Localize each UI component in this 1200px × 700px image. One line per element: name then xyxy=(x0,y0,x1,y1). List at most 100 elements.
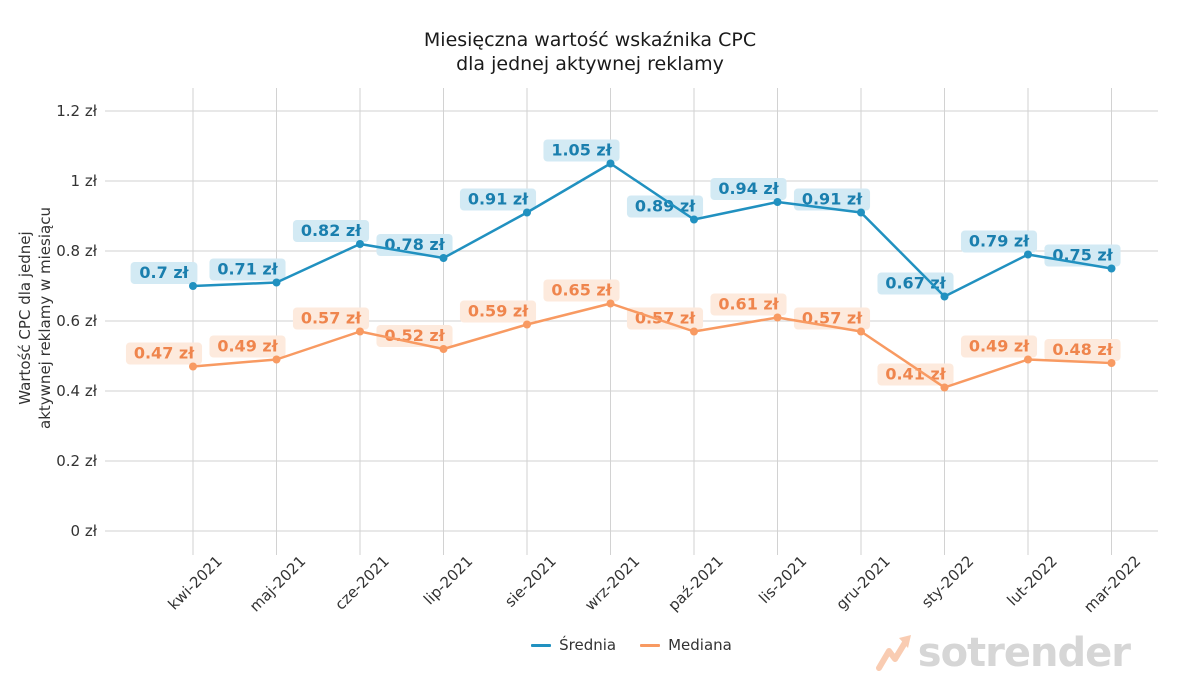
data-label-bg xyxy=(960,335,1038,358)
data-point-marker xyxy=(1024,355,1032,364)
srednia-line xyxy=(192,162,1112,298)
data-label-text: 0.94 zł xyxy=(718,179,779,198)
data-label-text: 0.49 zł xyxy=(969,337,1030,356)
data-label: 0.67 zł xyxy=(877,272,954,295)
data-label-bg xyxy=(877,272,954,295)
legend-item-mediana[interactable]: Mediana xyxy=(640,636,732,654)
data-label-bg xyxy=(710,293,787,316)
x-tick-label: sie-2021 xyxy=(501,552,560,611)
data-label-bg xyxy=(459,300,537,323)
data-label-bg xyxy=(543,139,620,162)
data-label: 0.48 zł xyxy=(1044,339,1121,361)
data-label-text: 0.65 zł xyxy=(551,281,612,300)
data-label-text: 0.59 zł xyxy=(468,302,529,321)
data-point-marker xyxy=(857,327,865,336)
x-tick-label: wrz-2021 xyxy=(581,552,643,614)
data-point-marker xyxy=(690,215,698,224)
srednia-line-swatch xyxy=(531,643,552,647)
data-label-text: 0.57 zł xyxy=(802,309,863,328)
data-label-bg xyxy=(710,178,787,200)
data-point-marker xyxy=(523,320,531,329)
mediana-line-swatch xyxy=(640,643,661,647)
data-label-text: 0.47 zł xyxy=(134,344,195,363)
data-label-bg xyxy=(459,188,537,211)
y-tick-label: 0 zł xyxy=(71,522,98,540)
data-label: 0.61 zł xyxy=(710,293,787,316)
data-point-marker xyxy=(356,240,364,248)
data-label-text: 0.48 zł xyxy=(1052,340,1113,359)
chart-title-line1: Miesięczna wartość wskaźnika CPC xyxy=(423,29,757,51)
data-point-marker xyxy=(439,345,448,353)
data-point-marker xyxy=(189,362,197,371)
data-point-marker xyxy=(439,254,448,262)
data-label-text: 1.05 zł xyxy=(551,141,612,160)
data-label: 0.49 zł xyxy=(960,335,1038,358)
data-point-marker xyxy=(1107,264,1116,273)
data-label: 0.49 zł xyxy=(209,335,286,358)
legend-label-srednia: Średnia xyxy=(559,636,617,654)
data-label: 0.57 zł xyxy=(626,307,704,330)
data-label-text: 0.78 zł xyxy=(384,235,445,254)
chart-title: Miesięczna wartość wskaźnika CPC dla jed… xyxy=(0,28,1180,76)
y-tick-label: 1.2 zł xyxy=(56,102,97,120)
chart-title-line2: dla jednej aktywnej reklamy xyxy=(456,53,724,75)
data-label: 0.7 zł xyxy=(130,262,198,284)
x-tick-label: mar-2022 xyxy=(1080,552,1144,616)
x-tick-label: paź-2021 xyxy=(664,552,726,614)
y-tick-label: 0.6 zł xyxy=(56,312,97,330)
data-point-marker xyxy=(356,327,364,336)
data-label-text: 0.91 zł xyxy=(802,190,863,209)
data-point-marker xyxy=(189,282,197,290)
data-label-bg xyxy=(543,279,620,302)
data-point-marker xyxy=(1024,250,1032,259)
data-point-marker xyxy=(690,327,698,336)
y-tick-label: 1 zł xyxy=(71,172,98,190)
data-label-bg xyxy=(209,335,286,358)
x-tick-label: lis-2021 xyxy=(755,552,810,607)
data-point-marker xyxy=(857,208,865,217)
data-label: 0.59 zł xyxy=(459,300,537,323)
data-label: 0.91 zł xyxy=(793,188,871,211)
data-label: 0.94 zł xyxy=(710,178,787,200)
data-point-marker xyxy=(940,383,949,392)
data-label-text: 0.61 zł xyxy=(718,295,779,314)
data-label-bg xyxy=(130,262,198,284)
data-point-marker xyxy=(1107,359,1116,367)
data-label-bg xyxy=(793,188,871,211)
data-label-text: 0.71 zł xyxy=(217,260,278,279)
data-label: 0.71 zł xyxy=(209,258,286,281)
data-label: 0.79 zł xyxy=(960,230,1038,253)
sotrender-watermark: sotrender xyxy=(875,630,1131,676)
x-tick-label: kwi-2021 xyxy=(165,552,226,613)
x-tick-label: cze-2021 xyxy=(331,552,392,613)
data-point-marker xyxy=(606,299,615,308)
data-label-text: 0.7 zł xyxy=(139,263,189,282)
data-label-text: 0.49 zł xyxy=(217,337,278,356)
x-tick-label: lut-2022 xyxy=(1003,552,1060,609)
data-label-bg xyxy=(292,220,370,242)
data-label: 0.82 zł xyxy=(292,220,370,242)
data-label-bg xyxy=(1044,339,1121,361)
data-label-text: 0.57 zł xyxy=(301,309,362,328)
x-tick-label: lip-2021 xyxy=(420,552,476,608)
sotrender-logo-text: sotrender xyxy=(917,630,1131,676)
data-label-bg xyxy=(209,258,286,281)
legend-item-srednia[interactable]: Średnia xyxy=(531,636,616,654)
data-point-marker xyxy=(940,292,949,301)
data-point-marker xyxy=(773,313,782,322)
data-label: 0.57 zł xyxy=(292,307,370,330)
data-point-marker xyxy=(773,198,782,206)
data-label-text: 0.67 zł xyxy=(885,274,946,293)
data-label: 1.05 zł xyxy=(543,139,620,162)
data-label-bg xyxy=(125,342,203,365)
data-label-text: 0.91 zł xyxy=(468,190,529,209)
data-label: 0.65 zł xyxy=(543,279,620,302)
data-label: 0.91 zł xyxy=(459,188,537,211)
x-tick-label: gru-2021 xyxy=(832,552,893,613)
data-label-text: 0.75 zł xyxy=(1052,246,1113,265)
x-tick-label: sty-2022 xyxy=(918,552,977,611)
trend-arrow-icon xyxy=(875,635,911,671)
data-label-bg xyxy=(960,230,1038,253)
